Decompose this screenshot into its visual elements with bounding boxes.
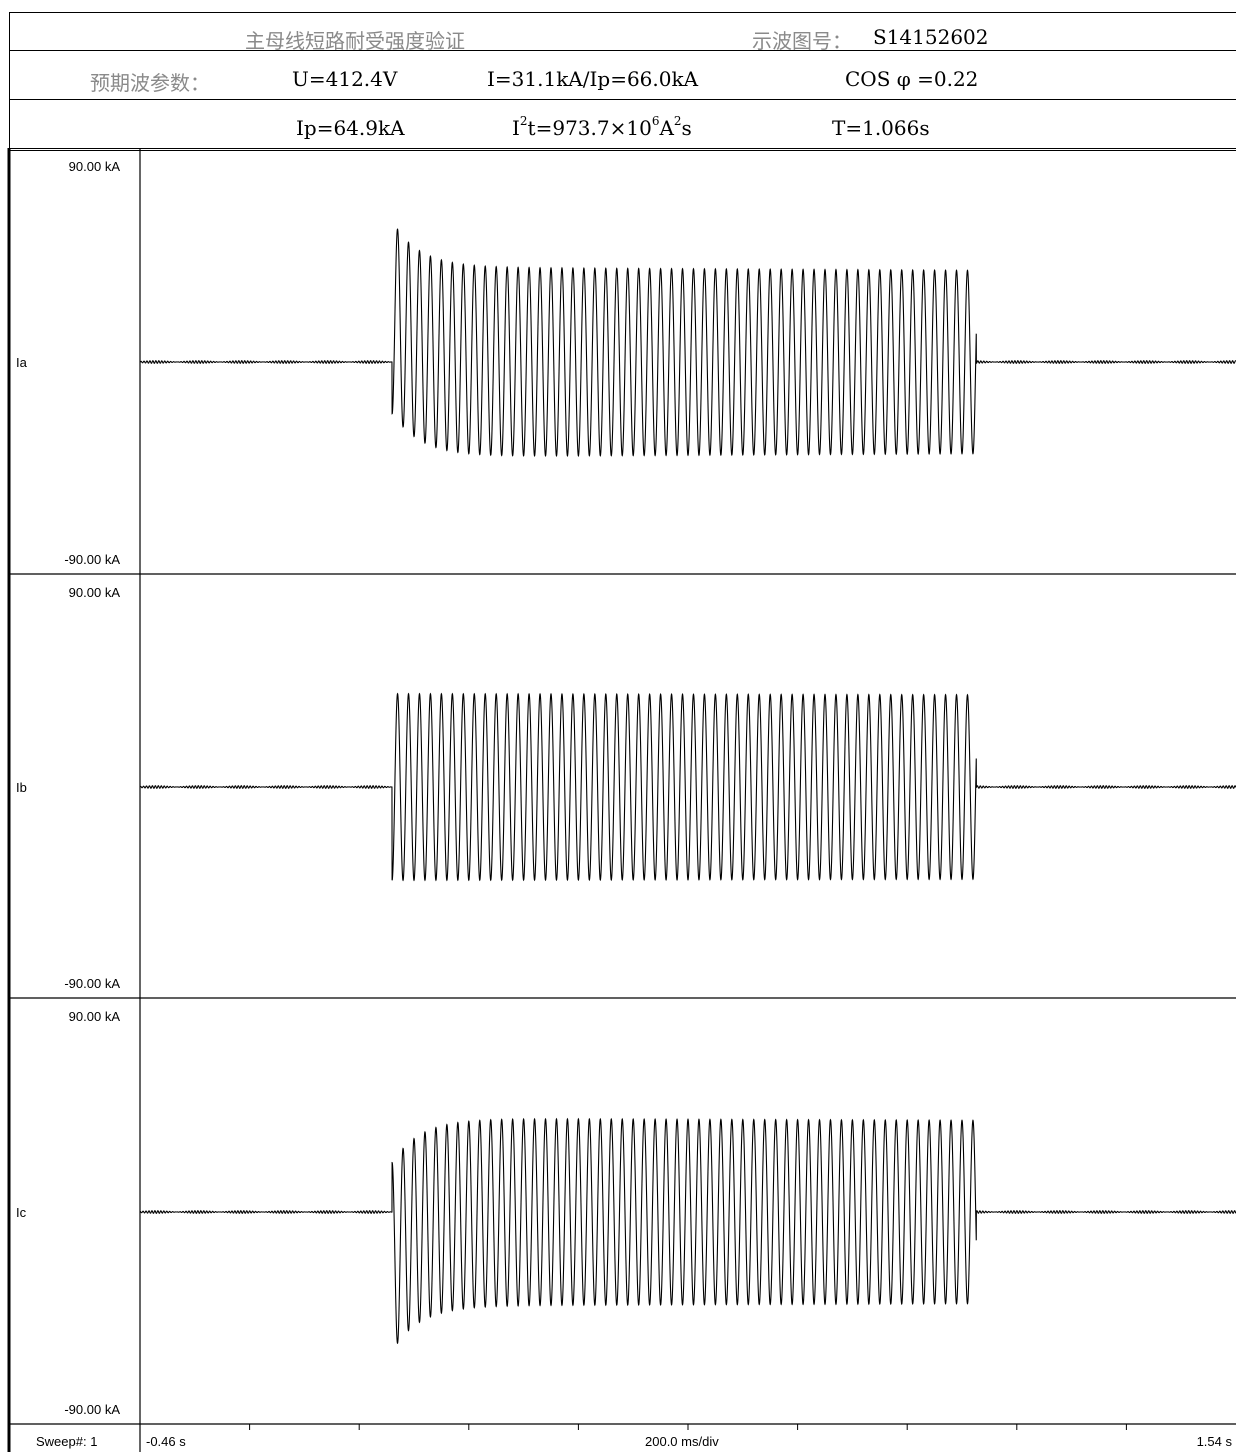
sweep-label: Sweep#: 1 (36, 1434, 97, 1449)
i2t-prefix: I (512, 116, 520, 140)
test-title: 主母线短路耐受强度验证 (245, 29, 465, 53)
current-value: I=31.1kA/Ip=66.0kA (487, 67, 699, 91)
time-start-label: -0.46 s (146, 1434, 186, 1449)
channel-name-label: Ic (16, 1205, 27, 1220)
header-row-measured: Ip=64.9kA I2t=973.7×106A2s T=1.066s (9, 99, 1236, 151)
channel-ib: 90.00 kA -90.00 kA Ib (16, 585, 1236, 991)
i2t-sup-1: 2 (519, 114, 528, 129)
oscillogram-label: 示波图号： (752, 29, 852, 53)
i2t-mid: t=973.7×10 (527, 116, 652, 140)
duration-value: T=1.066s (832, 116, 930, 140)
time-ticks (249, 1424, 1127, 1430)
peak-current-value: Ip=64.9kA (296, 116, 405, 140)
voltage-value: U=412.4V (292, 67, 398, 91)
i2t-sup-3: 2 (673, 114, 682, 129)
prospective-label: 预期波参数： (90, 71, 210, 95)
y-max-label: 90.00 kA (69, 585, 121, 600)
y-max-label: 90.00 kA (69, 1009, 121, 1024)
i2t-unit-s: s (681, 116, 692, 140)
time-end-label: 1.54 s (1197, 1434, 1233, 1449)
i2t-value: I2t=973.7×106A2s (512, 114, 692, 140)
i2t-sup-2: 6 (651, 114, 660, 129)
i2t-unit-a: A (659, 116, 674, 140)
y-min-label: -90.00 kA (64, 976, 120, 991)
waveform-ia (139, 228, 1236, 458)
oscillogram-number: S14152602 (873, 25, 989, 49)
waveform-ib (139, 692, 1236, 882)
power-factor-value: COS φ =0.22 (845, 67, 979, 91)
time-div-label: 200.0 ms/div (645, 1434, 719, 1449)
channel-name-label: Ia (16, 355, 28, 370)
y-min-label: -90.00 kA (64, 1402, 120, 1417)
channel-ic: 90.00 kA -90.00 kA Ic (16, 1009, 1236, 1417)
y-min-label: -90.00 kA (64, 552, 120, 567)
header-row-prospective: 预期波参数： U=412.4V I=31.1kA/Ip=66.0kA COS φ… (9, 50, 1236, 100)
channel-name-label: Ib (16, 780, 27, 795)
plot-frame (7, 148, 1236, 1452)
waveform-ic (139, 1117, 1236, 1344)
footer: Sweep#: 1 -0.46 s 200.0 ms/div 1.54 s (36, 1434, 1232, 1449)
y-max-label: 90.00 kA (69, 159, 121, 174)
header-row-title: 主母线短路耐受强度验证 示波图号： S14152602 (9, 12, 1236, 53)
channel-ia: 90.00 kA -90.00 kA Ia (16, 159, 1236, 567)
